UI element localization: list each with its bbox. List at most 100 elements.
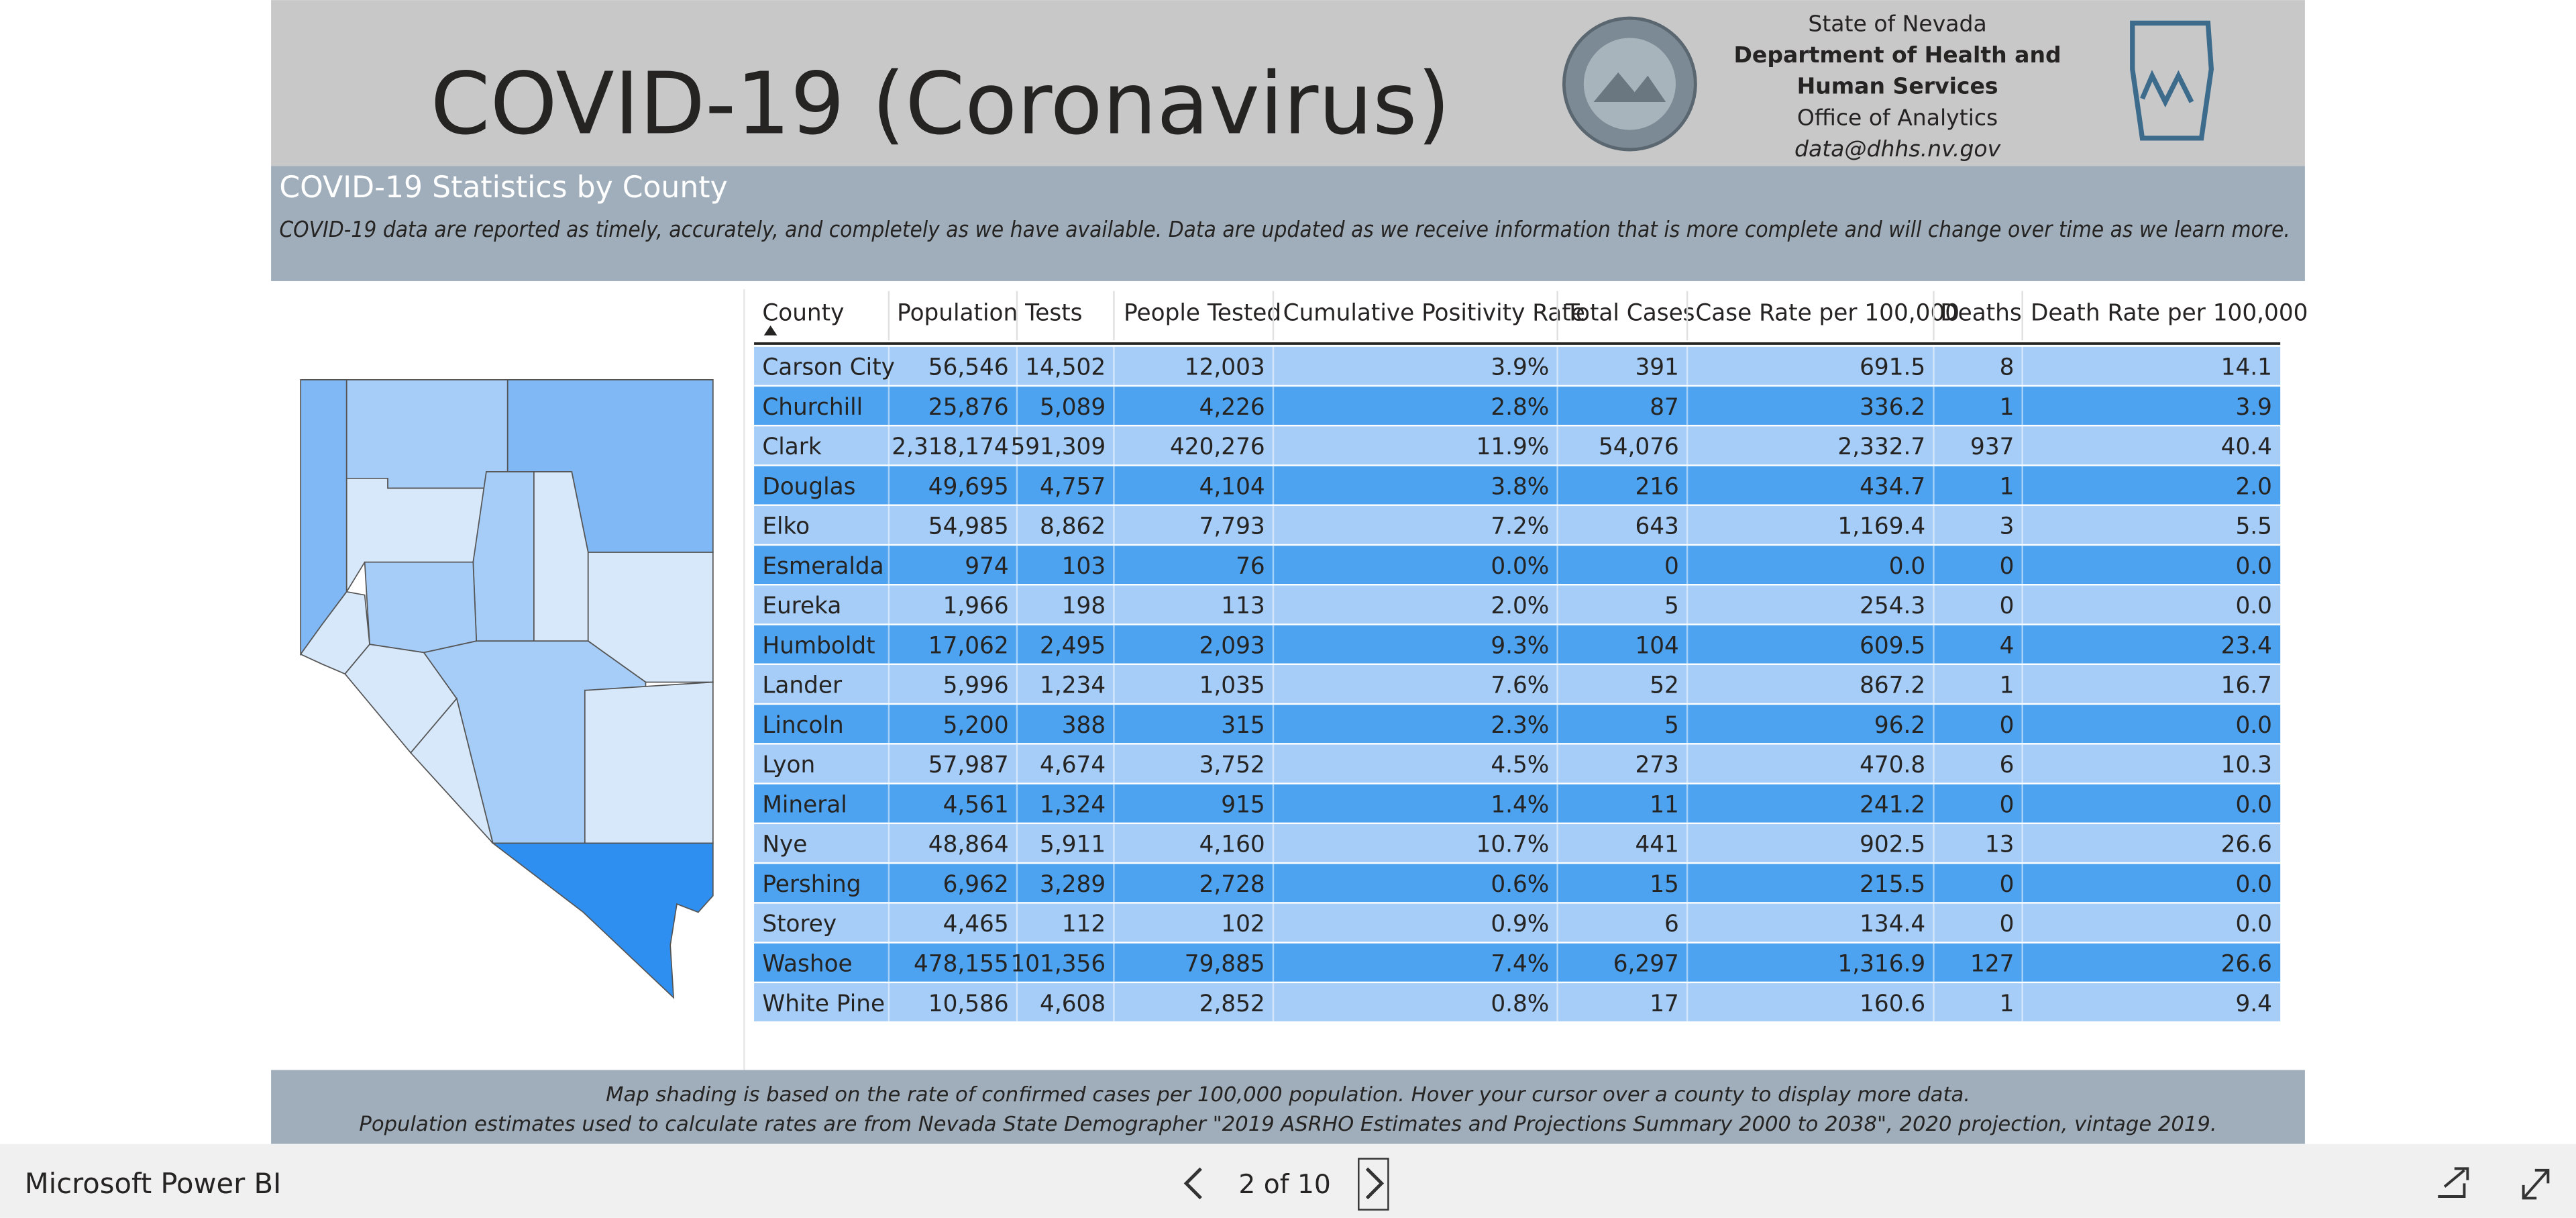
table-cell: 241.2 [1860, 791, 1925, 818]
table-cell: 0.0 [2235, 911, 2272, 937]
banner-note: COVID-19 data are reported as timely, ac… [279, 217, 2290, 242]
table-cell: 11.9% [1477, 434, 1550, 460]
table-row [754, 744, 2281, 783]
county-name: Douglas [762, 473, 855, 500]
table-cell: 8,862 [1040, 513, 1106, 540]
table-cell: 56,546 [928, 354, 1009, 381]
table-cell: 643 [1635, 513, 1678, 540]
table-cell: 591,309 [1010, 434, 1106, 460]
table-cell: 391 [1635, 354, 1678, 381]
table-cell: 691.5 [1860, 354, 1925, 381]
footer-bar [271, 1070, 2305, 1144]
table-cell: 4,104 [1199, 473, 1265, 500]
sort-indicator [763, 325, 777, 336]
table-cell: 25,876 [928, 394, 1009, 421]
table-cell: 8 [2000, 354, 2015, 381]
table-cell: 26.6 [2221, 951, 2272, 978]
table-cell: 4,757 [1040, 473, 1106, 500]
table-cell: 5,089 [1040, 394, 1106, 421]
table-cell: 420,276 [1170, 434, 1265, 460]
table-cell: 609.5 [1860, 632, 1925, 659]
table-cell: 2.0 [2235, 473, 2272, 500]
table-row [754, 466, 2281, 505]
page-indicator: 2 of 10 [1238, 1170, 1330, 1200]
table-cell: 5,200 [943, 712, 1009, 739]
table-cell: 0.6% [1491, 871, 1549, 898]
table-row [754, 625, 2281, 664]
table-cell: 52 [1650, 672, 1679, 699]
banner [271, 166, 2305, 281]
footer-note: Map shading is based on the rate of conf… [606, 1083, 1970, 1107]
column-header: Deaths [1940, 300, 2021, 327]
table-cell: 902.5 [1860, 831, 1925, 858]
county-name: Lincoln [762, 712, 843, 739]
county-name: Nye [762, 831, 807, 858]
toolbar [0, 1144, 2576, 1218]
table-cell: 48,864 [928, 831, 1009, 858]
table-cell: 7.4% [1491, 951, 1549, 978]
column-header: Population [897, 300, 1018, 327]
table-cell: 434.7 [1860, 473, 1925, 500]
table-cell: 14,502 [1025, 354, 1106, 381]
table-cell: 6 [1664, 911, 1679, 937]
table-cell: 5 [1664, 712, 1679, 739]
table-cell: 0 [2000, 712, 2015, 739]
column-header: Cumulative Positivity Rate [1283, 300, 1585, 327]
table-cell: 4,608 [1040, 991, 1106, 1017]
table-row [754, 585, 2281, 624]
table-cell: 1,316.9 [1837, 951, 1925, 978]
table-cell: 3,752 [1199, 752, 1265, 778]
column-header: County [762, 300, 844, 327]
table-cell: 198 [1062, 593, 1106, 619]
table-cell: 10.7% [1477, 831, 1550, 858]
table-cell: 4,226 [1199, 394, 1265, 421]
table-cell: 1.4% [1491, 791, 1549, 818]
table-cell: 2,318,174 [892, 434, 1008, 460]
table-cell: 273 [1635, 752, 1678, 778]
county-name: Clark [762, 434, 822, 460]
dhhs-logo [2130, 20, 2214, 141]
table-cell: 17,062 [928, 632, 1009, 659]
table-cell: 2,332.7 [1837, 434, 1925, 460]
table-cell: 0.0 [2235, 712, 2272, 739]
table-cell: 0.8% [1491, 991, 1549, 1017]
table-cell: 104 [1635, 632, 1678, 659]
county-name: Storey [762, 911, 837, 937]
table-cell: 5,911 [1040, 831, 1106, 858]
table-cell: 441 [1635, 831, 1678, 858]
table-cell: 76 [1236, 553, 1265, 580]
county-name: Elko [762, 513, 810, 540]
agency-line: State of Nevada [1808, 11, 1986, 37]
table-row [754, 346, 2281, 385]
table-cell: 23.4 [2221, 632, 2272, 659]
table-cell: 112 [1062, 911, 1106, 937]
fullscreen-button[interactable] [2522, 1168, 2550, 1200]
prev-page[interactable] [1183, 1167, 1202, 1200]
table-cell: 1 [2000, 473, 2015, 500]
table-cell: 0 [2000, 911, 2015, 937]
table-row [754, 983, 2281, 1021]
table-cell: 54,076 [1599, 434, 1679, 460]
table-cell: 2.8% [1491, 394, 1549, 421]
county-name: Washoe [762, 951, 852, 978]
county-name: Esmeralda [762, 553, 883, 580]
table-cell: 13 [1985, 831, 2015, 858]
table-row [754, 864, 2281, 903]
county-name: Pershing [762, 871, 861, 898]
share-button[interactable] [2438, 1167, 2469, 1198]
footer-note: Population estimates used to calculate r… [359, 1113, 2216, 1136]
table-cell: 87 [1650, 394, 1679, 421]
table-cell: 160.6 [1860, 991, 1925, 1017]
next-page[interactable] [1358, 1158, 1389, 1211]
table-row [754, 784, 2281, 823]
agency-line: Office of Analytics [1797, 104, 1998, 130]
county-name: Mineral [762, 791, 847, 818]
table-cell: 101,356 [1010, 951, 1106, 978]
table-cell: 2.3% [1491, 712, 1549, 739]
table-cell: 0.0 [2235, 553, 2272, 580]
county-name: Churchill [762, 394, 863, 421]
county-name: Eureka [762, 593, 841, 619]
table-cell: 1,234 [1040, 672, 1106, 699]
table-cell: 0 [1664, 553, 1679, 580]
